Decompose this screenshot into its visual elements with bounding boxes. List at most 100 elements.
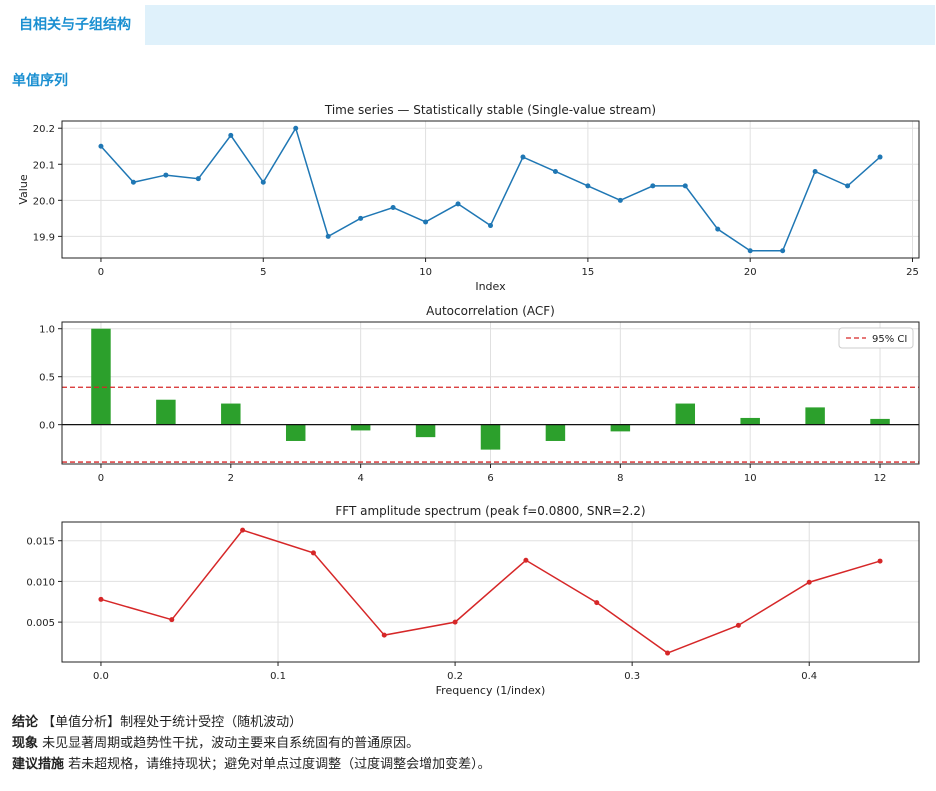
action-text: 若未超规格，请维持现状；避免对单点过度调整（过度调整会增加变差）。 bbox=[68, 757, 491, 772]
y-axis-label: Value bbox=[17, 174, 30, 204]
data-point bbox=[98, 143, 104, 149]
summary-block: 结论 【单值分析】制程处于统计受控（随机波动） 现象 未见显著周期或趋势性干扰，… bbox=[12, 712, 922, 775]
data-point bbox=[195, 176, 201, 182]
y-tick-label: 20.2 bbox=[33, 124, 55, 135]
y-tick-label: 0.010 bbox=[26, 577, 55, 588]
plot-frame bbox=[61, 521, 920, 663]
conclusion-text: 【单值分析】制程处于统计受控（随机波动） bbox=[42, 715, 303, 730]
data-point bbox=[228, 132, 234, 138]
x-tick-label: 5 bbox=[260, 267, 266, 278]
x-tick-label: 0 bbox=[98, 267, 104, 278]
spectrum-point bbox=[594, 600, 600, 606]
data-point bbox=[325, 233, 331, 239]
x-tick-label: 0.0 bbox=[93, 671, 109, 682]
x-tick-label: 25 bbox=[906, 267, 919, 278]
y-tick-label: 0.0 bbox=[39, 421, 55, 432]
action-label: 建议措施 bbox=[12, 757, 65, 772]
chart-title: Autocorrelation (ACF) bbox=[426, 304, 555, 318]
x-tick-label: 0.2 bbox=[447, 671, 463, 682]
data-point bbox=[130, 179, 136, 185]
plot-frame bbox=[61, 120, 920, 259]
legend-box bbox=[838, 327, 914, 349]
phenomenon-line: 现象 未见显著周期或趋势性干扰，波动主要来自系统固有的普通原因。 bbox=[12, 733, 922, 754]
acf-bar bbox=[415, 424, 436, 438]
data-point bbox=[845, 183, 851, 189]
x-tick-label: 2 bbox=[228, 473, 234, 484]
data-point bbox=[877, 154, 883, 160]
series-line bbox=[100, 126, 881, 252]
spectrum-point bbox=[240, 527, 246, 533]
acf-bar bbox=[545, 424, 566, 441]
spectrum-point bbox=[310, 550, 316, 556]
y-tick-label: 0.5 bbox=[39, 373, 55, 384]
x-tick-label: 10 bbox=[419, 267, 432, 278]
chart-title: Time series — Statistically stable (Sing… bbox=[324, 103, 656, 117]
spectrum-point bbox=[523, 557, 529, 563]
spectrum-point bbox=[452, 619, 458, 625]
conclusion-label: 结论 bbox=[12, 715, 39, 730]
tab-bar: 自相关与子组结构 bbox=[5, 5, 935, 45]
chart-title: FFT amplitude spectrum (peak f=0.0800, S… bbox=[335, 504, 645, 518]
data-point bbox=[780, 248, 786, 254]
spectrum-point bbox=[806, 579, 812, 585]
acf-bar bbox=[480, 424, 501, 450]
conclusion-line: 结论 【单值分析】制程处于统计受控（随机波动） bbox=[12, 712, 922, 733]
acf-bar bbox=[156, 399, 176, 425]
data-point bbox=[260, 179, 266, 185]
data-point bbox=[715, 226, 721, 232]
data-point bbox=[390, 205, 396, 211]
data-point bbox=[163, 172, 169, 178]
acf-bar bbox=[870, 418, 890, 425]
spectrum-point bbox=[665, 650, 671, 656]
x-tick-label: 15 bbox=[582, 267, 595, 278]
x-tick-label: 10 bbox=[744, 473, 757, 484]
x-tick-label: 0 bbox=[98, 473, 104, 484]
acf-bar bbox=[350, 424, 371, 431]
spectrum-line bbox=[100, 529, 881, 654]
spectrum-point bbox=[735, 622, 741, 628]
data-point bbox=[293, 125, 299, 131]
data-point bbox=[650, 183, 656, 189]
y-tick-label: 20.1 bbox=[33, 160, 55, 171]
action-line: 建议措施 若未超规格，请维持现状；避免对单点过度调整（过度调整会增加变差）。 bbox=[12, 754, 922, 775]
y-tick-label: 0.015 bbox=[26, 537, 55, 548]
spectrum-point bbox=[381, 632, 387, 638]
data-point bbox=[682, 183, 688, 189]
time-series-chart: 0 5 10 15 20 25 19.9 20.0 20.1 20.2 Time series — … bbox=[17, 103, 920, 293]
section-title: 单值序列 bbox=[12, 73, 68, 89]
x-tick-label: 0.3 bbox=[624, 671, 640, 682]
x-axis-label: Frequency (1/index) bbox=[436, 684, 546, 697]
data-point bbox=[747, 248, 753, 254]
data-point bbox=[585, 183, 591, 189]
data-point bbox=[552, 168, 558, 174]
x-tick-label: 20 bbox=[744, 267, 757, 278]
x-tick-label: 4 bbox=[357, 473, 363, 484]
data-point bbox=[455, 201, 461, 207]
x-tick-label: 0.1 bbox=[270, 671, 286, 682]
data-point bbox=[358, 215, 364, 221]
plot-frame bbox=[61, 321, 920, 465]
x-tick-label: 12 bbox=[874, 473, 887, 484]
acf-bar bbox=[740, 417, 760, 425]
spectrum-point bbox=[98, 596, 104, 602]
x-tick-label: 6 bbox=[487, 473, 493, 484]
acf-bar bbox=[221, 403, 241, 425]
x-tick-label: 8 bbox=[617, 473, 623, 484]
y-tick-label: 1.0 bbox=[39, 325, 55, 336]
tab-autocorrelation[interactable]: 自相关与子组结构 bbox=[5, 5, 146, 45]
fft-chart: 0.0 0.1 0.2 0.3 0.4 0.005 0.010 0.015 FFT amplit… bbox=[26, 504, 920, 697]
y-tick-label: 19.9 bbox=[33, 232, 55, 243]
x-tick-label: 0.4 bbox=[801, 671, 817, 682]
legend-ci-label: 95% CI bbox=[872, 334, 907, 345]
phenomenon-text: 未见显著周期或趋势性干扰，波动主要来自系统固有的普通原因。 bbox=[42, 736, 420, 751]
spectrum-point bbox=[169, 617, 175, 623]
y-tick-label: 20.0 bbox=[33, 196, 55, 207]
data-point bbox=[812, 168, 818, 174]
spectrum-point bbox=[877, 558, 883, 564]
data-point bbox=[488, 223, 493, 229]
acf-bar bbox=[610, 424, 631, 432]
acf-bar bbox=[91, 328, 111, 425]
x-axis-label: Index bbox=[475, 280, 506, 293]
acf-chart: 0 2 4 6 8 10 12 0.0 0.5 1.0 Autocorrelation (ACF) 9… bbox=[39, 304, 920, 484]
acf-bar bbox=[675, 403, 696, 425]
